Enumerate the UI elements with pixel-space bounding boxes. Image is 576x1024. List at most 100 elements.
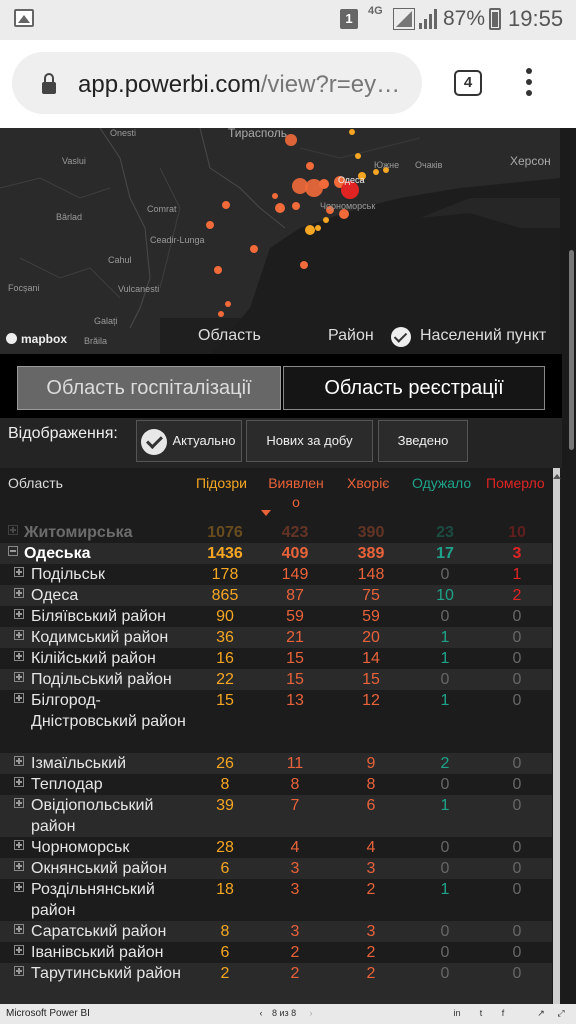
filter-oblast[interactable]: Область: [198, 327, 261, 344]
row-name: Чорноморськ: [31, 839, 130, 856]
expand-icon[interactable]: [14, 567, 24, 577]
expand-icon[interactable]: [14, 966, 24, 976]
page-scrollbar[interactable]: [569, 250, 574, 450]
table-row[interactable]: Одеська 1436 409 389 17 3: [0, 543, 552, 564]
table-row[interactable]: Житомирська 1076 423 390 23 10: [0, 522, 552, 543]
expand-icon[interactable]: [14, 924, 24, 934]
col-detected[interactable]: Виявлен о: [268, 475, 324, 510]
expand-icon[interactable]: [14, 672, 24, 682]
expand-icon[interactable]: [14, 756, 24, 766]
expand-icon[interactable]: [14, 651, 24, 661]
table-row[interactable]: Іванівський район 6 2 2 0 0: [0, 942, 552, 963]
city-label: Galați: [94, 316, 118, 326]
row-value: 21: [286, 629, 304, 646]
row-value: 0: [440, 944, 450, 961]
table-row[interactable]: Окнянський район 6 3 3 0 0: [0, 858, 552, 879]
row-value: 15: [216, 692, 234, 709]
browser-toolbar: app.powerbi.com/view?r=ey… 4: [0, 40, 576, 128]
table-scrollbar[interactable]: [553, 468, 560, 1004]
table-row[interactable]: Кодимський район 36 21 20 1 0: [0, 627, 552, 648]
regions-table: Область Підозри Виявлен о Хворіє Одужало…: [0, 468, 562, 1004]
row-value: 2: [440, 755, 450, 772]
prev-page-icon[interactable]: ‹: [259, 1008, 263, 1018]
col-recovered[interactable]: Одужало: [412, 475, 472, 491]
sort-desc-icon[interactable]: [261, 510, 271, 516]
row-value: 2: [290, 944, 300, 961]
filter-raion[interactable]: Район: [328, 327, 374, 344]
facebook-icon[interactable]: f: [501, 1008, 505, 1018]
table-row[interactable]: Подільський район 22 15 15 0 0: [0, 669, 552, 690]
address-bar[interactable]: app.powerbi.com/view?r=ey…: [12, 52, 422, 114]
expand-icon[interactable]: [14, 882, 24, 892]
city-label: Brăila: [84, 336, 108, 346]
mode-actual-label: Актуально: [172, 433, 236, 448]
row-value: 3: [290, 881, 300, 898]
registration-region-button[interactable]: Область реєстрації: [283, 366, 545, 410]
fullscreen-icon[interactable]: ⤢: [557, 1008, 565, 1018]
city-label: Ceadir-Lunga: [150, 235, 205, 245]
url-text[interactable]: app.powerbi.com/view?r=ey…: [78, 71, 413, 99]
filter-settlement[interactable]: Населений пункт: [420, 327, 547, 344]
row-value: 0: [512, 797, 522, 814]
expand-icon[interactable]: [14, 861, 24, 871]
table-row[interactable]: Ізмаїльський 26 11 9 2 0: [0, 753, 552, 774]
expand-icon[interactable]: [14, 630, 24, 640]
table-row[interactable]: Чорноморськ 28 4 4 0 0: [0, 837, 552, 858]
row-value: 0: [512, 650, 522, 667]
row-value: 2: [366, 965, 376, 982]
table-row[interactable]: Теплодар 8 8 8 0 0: [0, 774, 552, 795]
linkedin-icon[interactable]: in: [453, 1008, 461, 1018]
tab-switcher-button[interactable]: 4: [454, 70, 482, 96]
row-value: 90: [216, 608, 234, 625]
powerbi-brand: Microsoft Power BI: [6, 1008, 90, 1019]
expand-icon[interactable]: [8, 525, 18, 535]
expand-icon[interactable]: [14, 945, 24, 955]
mode-actual-button[interactable]: Актуально: [136, 420, 242, 462]
row-value: 3: [366, 923, 376, 940]
next-page-icon[interactable]: ›: [309, 1008, 313, 1018]
table-row[interactable]: Овідіопольський район 39 7 6 1 0: [0, 795, 552, 837]
row-value: 18: [216, 881, 234, 898]
col-sick[interactable]: Хворіє: [347, 475, 390, 491]
table-row[interactable]: Одеса 865 87 75 10 2: [0, 585, 552, 606]
table-row[interactable]: Подільськ 178 149 148 0 1: [0, 564, 552, 585]
expand-icon[interactable]: [14, 777, 24, 787]
row-value: 4: [366, 839, 376, 856]
row-value: 178: [211, 566, 239, 583]
share-icon[interactable]: ↗: [537, 1008, 545, 1018]
clock: 19:55: [508, 6, 564, 31]
lock-icon: [42, 73, 56, 94]
row-value: 15: [286, 650, 304, 667]
col-dead[interactable]: Померло: [486, 475, 545, 491]
row-value: 0: [512, 608, 522, 625]
display-mode-bar: Відображення: Актуально Нових за добу Зв…: [0, 418, 562, 468]
mode-summary-button[interactable]: Зведено: [378, 420, 468, 462]
collapse-icon[interactable]: [8, 546, 18, 556]
gallery-icon: [14, 9, 34, 27]
map-visual[interactable]: Onesti Тирасполь Vaslui Южне Очаків Херс…: [0, 128, 560, 354]
row-value: 0: [440, 776, 450, 793]
col-region[interactable]: Область: [8, 475, 63, 491]
expand-icon[interactable]: [14, 588, 24, 598]
twitter-icon[interactable]: t: [479, 1008, 483, 1018]
expand-icon[interactable]: [14, 840, 24, 850]
expand-icon[interactable]: [14, 609, 24, 619]
row-value: 22: [216, 671, 234, 688]
overflow-menu-icon[interactable]: [526, 68, 534, 98]
col-suspected[interactable]: Підозри: [196, 475, 247, 491]
city-label: Очаків: [415, 160, 443, 170]
expand-icon[interactable]: [14, 693, 24, 703]
scroll-up-icon[interactable]: [553, 474, 561, 479]
mode-new-daily-button[interactable]: Нових за добу: [246, 420, 373, 462]
city-label: Чорноморськ: [320, 201, 376, 211]
checkmark-icon[interactable]: [391, 327, 411, 347]
hospitalization-region-button[interactable]: Область госпіталізації: [17, 366, 281, 410]
city-label: Херсон: [510, 154, 551, 168]
expand-icon[interactable]: [14, 798, 24, 808]
table-row[interactable]: Саратський район 8 3 3 0 0: [0, 921, 552, 942]
table-row[interactable]: Тарутинський район 2 2 2 0 0: [0, 963, 552, 1004]
table-row[interactable]: Кілійський район 16 15 14 1 0: [0, 648, 552, 669]
table-row[interactable]: Білгород-Дністровський район 15 13 12 1 0: [0, 690, 552, 753]
table-row[interactable]: Біляївський район 90 59 59 0 0: [0, 606, 552, 627]
table-row[interactable]: Роздільнянський район 18 3 2 1 0: [0, 879, 552, 921]
